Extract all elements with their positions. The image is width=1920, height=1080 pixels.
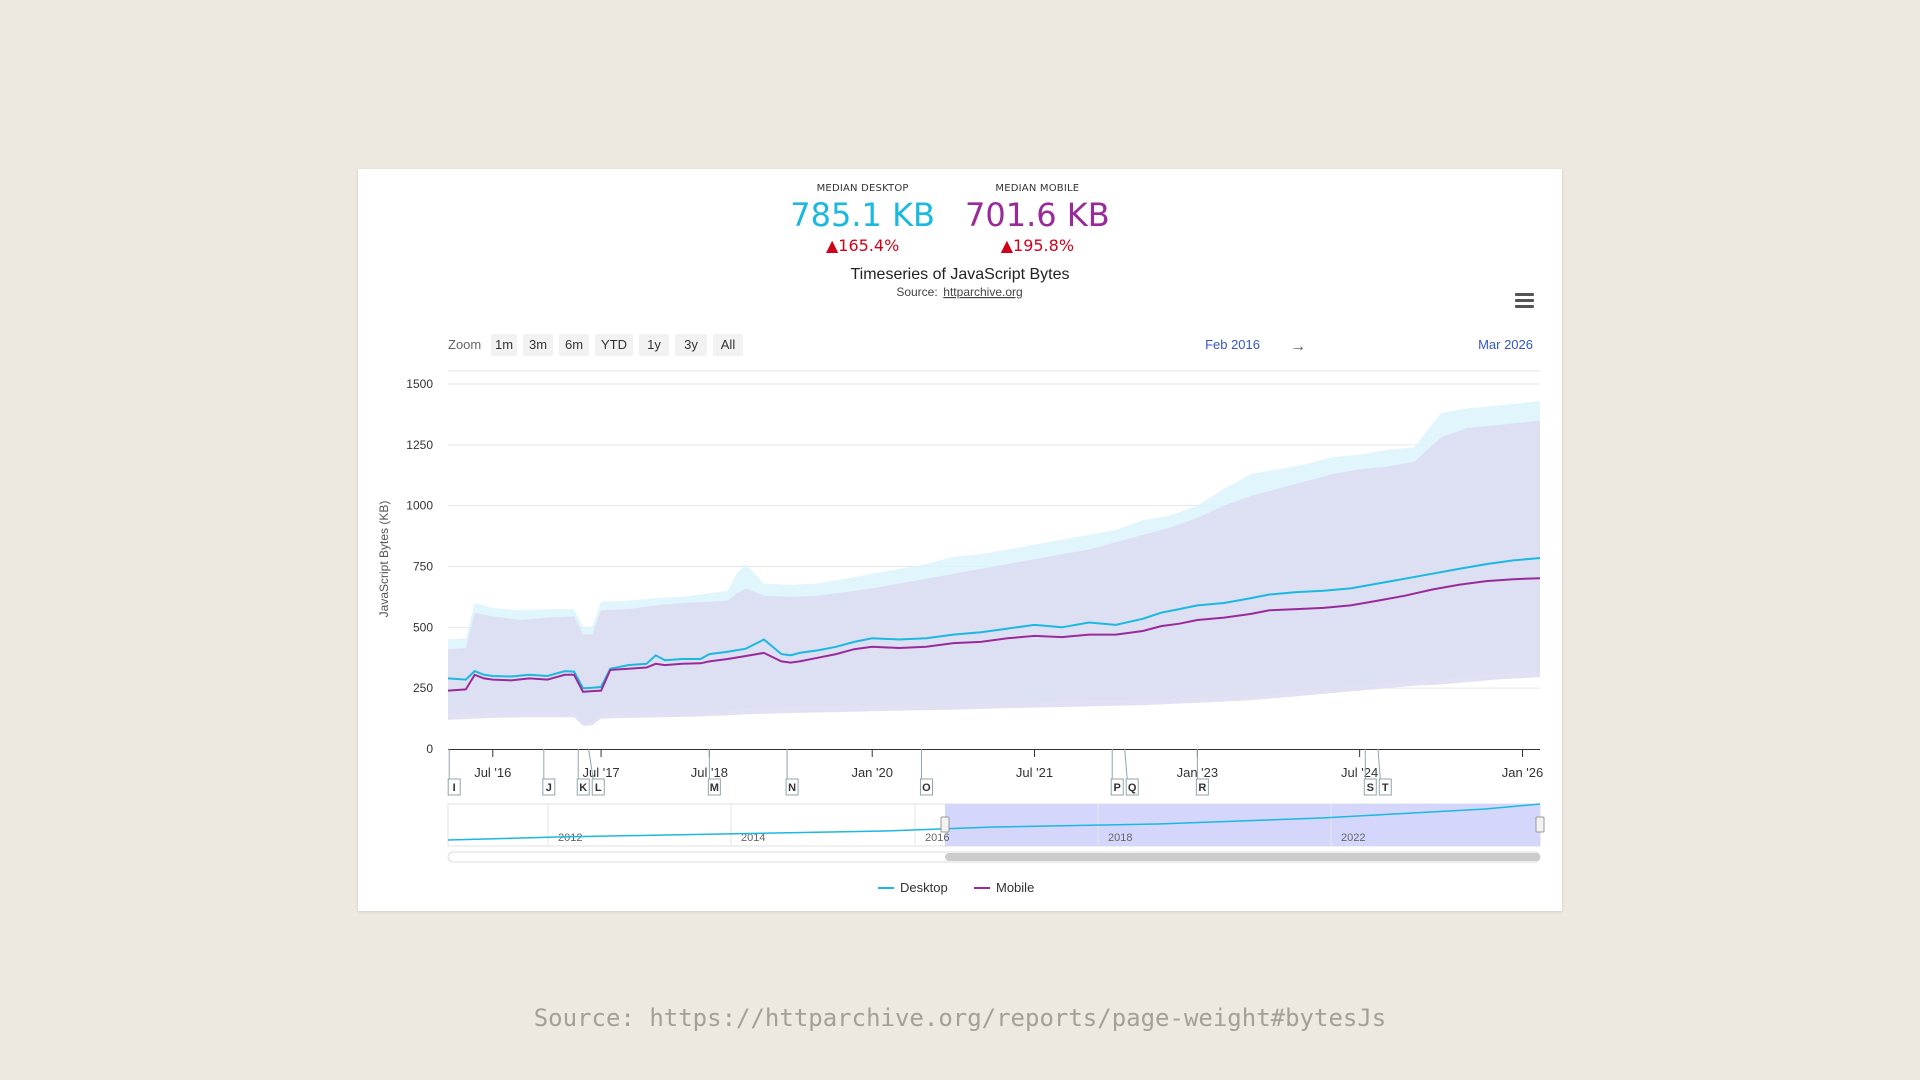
y-axis-label: JavaScript Bytes (KB) [377, 501, 391, 618]
annotation-flag-n[interactable]: N [785, 749, 799, 796]
annotation-flag-t[interactable]: T [1377, 748, 1392, 796]
zoom-button-6m[interactable]: 6m [559, 334, 589, 356]
navigator-right-handle[interactable] [1535, 816, 1545, 833]
series-lines [447, 557, 1541, 693]
svg-text:S: S [1367, 782, 1374, 794]
range-arrow: → [1290, 338, 1306, 355]
annotation-flag-j[interactable]: J [542, 749, 556, 796]
y-tick-label: 1000 [406, 499, 433, 513]
svg-text:All: All [721, 337, 736, 352]
zoom-button-all[interactable]: All [713, 334, 743, 356]
navigator-left-handle[interactable] [940, 816, 950, 833]
source-footer: Source: https://httparchive.org/reports/… [533, 1004, 1387, 1032]
svg-text:3m: 3m [529, 337, 547, 352]
y-tick-label: 1500 [406, 377, 433, 391]
legend: Desktop Mobile [878, 880, 1034, 895]
x-tick-label: Jul '24 [1341, 765, 1378, 780]
desktop-series-line[interactable] [447, 557, 1541, 690]
zoom-button-3y[interactable]: 3y [675, 334, 707, 356]
x-axis: Jul '16 Jul '17 Jul '18 Jan '20 Jul '21 Jan '… [448, 749, 1543, 780]
svg-text:Q: Q [1128, 782, 1137, 794]
y-tick-label: 500 [413, 620, 433, 634]
svg-text:J: J [546, 782, 552, 794]
annotation-flag-i[interactable]: I [447, 749, 461, 796]
chart-source-prefix: Source: [896, 285, 937, 299]
svg-text:R: R [1198, 782, 1206, 794]
summary-stats: MEDIAN DESKTOP 785.1 KB ▲165.4% MEDIAN M… [348, 183, 1552, 255]
y-axis: 0 250 500 750 1000 1250 1500 [406, 377, 433, 756]
mobile-stat-label: MEDIAN MOBILE [995, 183, 1080, 194]
annotation-flag-s[interactable]: S [1363, 749, 1377, 796]
navigator-year-label: 2014 [741, 832, 765, 844]
x-tick-label: Jan '26 [1502, 765, 1544, 780]
chart-menu-hamburger-icon[interactable] [1515, 293, 1534, 309]
mobile-stat: MEDIAN MOBILE 701.6 KB ▲195.8% [965, 183, 1110, 255]
navigator[interactable]: 2012 2014 2016 2018 2022 [447, 803, 1545, 863]
percentile-bands [448, 401, 1540, 726]
mobile-percentile-band [448, 420, 1540, 726]
y-tick-label: 250 [413, 681, 433, 695]
svg-text:6m: 6m [565, 337, 583, 352]
chart-source-link[interactable]: httparchive.org [943, 285, 1022, 299]
range-to[interactable]: Mar 2026 [1478, 337, 1533, 352]
mobile-series-line[interactable] [447, 577, 1541, 693]
chart-svg: Timeseries of JavaScript Bytes Source: h… [377, 266, 1545, 895]
navigator-year-label: 2012 [558, 832, 582, 844]
svg-text:N: N [788, 782, 796, 794]
svg-text:1y: 1y [647, 337, 661, 352]
svg-text:I: I [453, 782, 456, 794]
zoom-button-3m[interactable]: 3m [523, 334, 553, 356]
x-tick-label: Jul '21 [1016, 765, 1053, 780]
svg-text:3y: 3y [684, 337, 698, 352]
svg-text:Mobile: Mobile [996, 880, 1034, 895]
svg-text:K: K [579, 782, 587, 794]
zoom-button-ytd[interactable]: YTD [595, 334, 633, 356]
zoom-button-1y[interactable]: 1y [639, 334, 669, 356]
navigator-year-label: 2018 [1108, 832, 1132, 844]
desktop-stat-change: ▲165.4% [825, 236, 900, 255]
navigator-year-label: 2016 [925, 832, 949, 844]
zoom-button-1m[interactable]: 1m [491, 334, 517, 356]
x-tick-label: Jan '20 [851, 765, 893, 780]
svg-text:O: O [922, 782, 931, 794]
range-from[interactable]: Feb 2016 [1205, 337, 1260, 352]
legend-item-desktop[interactable]: Desktop [878, 880, 948, 895]
mobile-stat-change: ▲195.8% [1000, 236, 1075, 255]
annotation-flag-m[interactable]: M [707, 749, 721, 796]
mobile-stat-value: 701.6 KB [965, 196, 1110, 234]
desktop-stat-label: MEDIAN DESKTOP [816, 183, 909, 194]
svg-text:M: M [710, 782, 719, 794]
x-tick-label: Jul '17 [582, 765, 619, 780]
zoom-buttons: 1m 3m 6m YTD 1y 3y All [491, 334, 743, 356]
legend-item-mobile[interactable]: Mobile [974, 880, 1034, 895]
svg-text:Desktop: Desktop [900, 880, 948, 895]
desktop-stat: MEDIAN DESKTOP 785.1 KB ▲165.4% [790, 183, 935, 255]
y-tick-label: 1250 [406, 438, 433, 452]
svg-text:YTD: YTD [601, 337, 627, 352]
annotation-flag-p[interactable]: P [1110, 749, 1124, 796]
x-tick-label: Jul '16 [474, 765, 511, 780]
navigator-year-label: 2022 [1341, 832, 1365, 844]
annotation-flag-k[interactable]: K [576, 749, 590, 796]
annotation-flag-o[interactable]: O [919, 749, 933, 796]
annotation-flag-l[interactable]: L [588, 748, 605, 796]
svg-text:P: P [1114, 782, 1121, 794]
chart-card: MEDIAN DESKTOP 785.1 KB ▲165.4% MEDIAN M… [358, 169, 1562, 911]
svg-text:T: T [1382, 782, 1389, 794]
desktop-stat-value: 785.1 KB [790, 196, 935, 234]
y-tick-label: 750 [413, 560, 433, 574]
chart-title: Timeseries of JavaScript Bytes [850, 266, 1069, 283]
navigator-series-line [447, 803, 1541, 841]
annotation-flag-q[interactable]: Q [1124, 748, 1139, 796]
zoom-label: Zoom [448, 337, 481, 352]
svg-text:1m: 1m [495, 337, 513, 352]
svg-text:L: L [595, 782, 602, 794]
annotation-flag-r[interactable]: R [1195, 749, 1209, 796]
y-tick-label: 0 [426, 742, 433, 756]
navigator-scrollbar-thumb[interactable] [945, 853, 1540, 861]
